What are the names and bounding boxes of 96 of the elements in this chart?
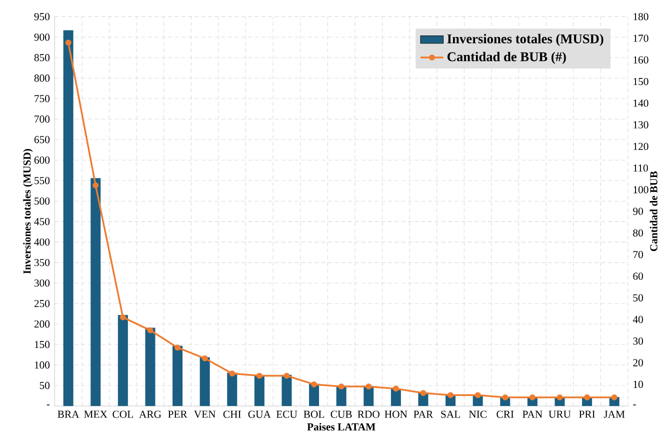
y-tick-label: 350 [34,258,50,266]
x-tick-label: PAR [414,410,434,418]
bar [309,384,320,406]
x-tick-label: PAN [522,410,542,418]
y2-tick-label: 90 [633,208,643,215]
y-tick-label: 600 [34,156,50,164]
x-tick-label: ARG [139,410,162,418]
y2-tick-label: 180 [634,13,648,20]
x-tick-label: CHI [223,410,241,418]
x-tick-label: PER [168,410,188,418]
x-tick-label: ECU [276,410,298,418]
y-tick-label: 400 [34,238,50,246]
x-tick-label: BOL [304,410,324,418]
y-tick-label: 950 [34,13,50,20]
x-tick-label: SAL [441,410,460,418]
y2-tick-label: 60 [633,272,643,280]
y2-tick-label: 50 [633,294,643,302]
bar [200,357,210,406]
x-tick-label: NIC [468,410,486,418]
y2-tick-label: 170 [634,34,648,42]
point [392,386,399,392]
point [311,381,318,388]
y2-tick-label: 10 [634,380,643,388]
x-tick-label: PRI [579,410,595,418]
y-tick-label: 450 [34,218,50,226]
y2-tick-label: 140 [634,100,648,107]
y2-tick-label: 40 [632,316,643,324]
x-tick-label: MEX [84,410,108,418]
bar [63,30,74,406]
y-tick-label: 550 [34,177,50,184]
point [584,394,590,400]
y2-tick-label: 100 [634,186,648,194]
x-tick-label: URU [548,410,571,418]
legend-label: Cantidad de BUB (#) [447,52,566,64]
y-tick-label: 700 [34,116,50,123]
bar [254,376,264,406]
y-tick-label: 750 [34,95,50,102]
legend-label: Inversiones totales (MUSD) [447,34,604,46]
point [147,327,154,334]
bar [227,372,238,406]
y-axis-title: Inversiones totales (MUSD) [23,149,33,274]
bar [172,346,183,406]
point [448,392,454,398]
point [611,394,618,400]
y-tick-label: 800 [34,74,50,82]
y-tick-label: 50 [40,382,50,390]
x-tick-label: RDO [358,410,380,418]
y2-tick-label: 160 [634,56,648,64]
x-tick-label: CRI [496,410,514,418]
point [366,384,372,390]
bar [118,315,128,406]
y2-tick-label: 30 [633,338,643,345]
point [556,394,563,400]
point [284,372,290,379]
x-tick-label: HON [384,410,408,418]
y-tick-label: 650 [34,136,50,144]
point [256,372,262,379]
y-tick-label: 850 [34,54,50,62]
y-tick-label: 250 [34,300,50,308]
y-tick-label: 150 [34,340,50,348]
point [120,314,126,320]
point [474,392,481,398]
x-tick-label: BRA [58,410,80,418]
y2-tick-label: 70 [633,250,643,258]
point [502,394,508,400]
y2-tick-label: 80 [633,229,643,237]
x-tick-label: GUA [248,410,271,418]
y2-axis-title: Cantidad de BUB [650,171,658,252]
y-tick-label: 100 [34,361,50,369]
x-axis-title: Paises LATAM [307,423,376,431]
y-tick-label: 200 [34,320,50,328]
y-tick-label: 900 [34,34,50,41]
x-tick-label: COL [112,410,133,418]
point [202,355,208,362]
point [92,182,99,188]
point [338,384,344,390]
y-tick-label: - [46,404,50,406]
x-tick-label: CUB [330,410,352,418]
x-tick-label: JAM [604,410,625,418]
point [529,394,536,400]
y-tick-label: 300 [34,279,50,287]
y2-tick-label: 20 [633,359,643,366]
x-tick-label: VEN [194,410,216,418]
y2-tick-label: 110 [634,164,648,172]
y2-tick-label: - [633,404,636,406]
y2-tick-label: 150 [634,78,648,86]
bar [282,374,292,406]
bar [145,328,156,406]
point [65,40,72,46]
y2-tick-label: 120 [634,142,648,150]
y-tick-label: 500 [34,197,50,205]
point [229,370,236,377]
bar [90,178,101,406]
point [420,390,426,396]
point [174,344,181,351]
y2-tick-label: 130 [634,121,648,128]
